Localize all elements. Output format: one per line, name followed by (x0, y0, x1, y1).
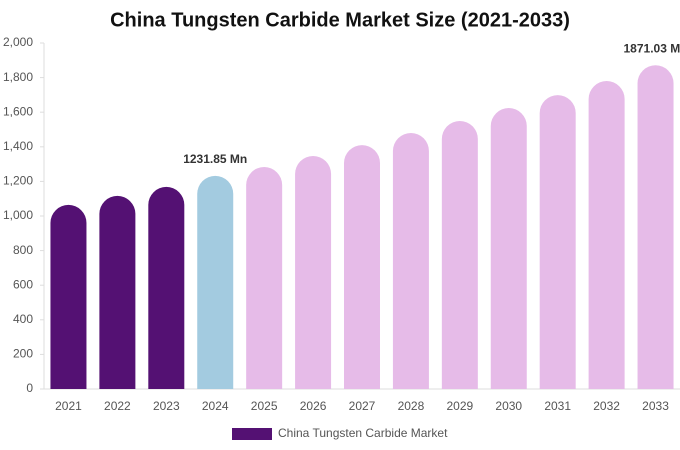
x-tick-label: 2025 (251, 399, 278, 413)
legend-label: China Tungsten Carbide Market (278, 426, 448, 440)
x-tick-label: 2021 (55, 399, 82, 413)
x-tick-label: 2028 (398, 399, 425, 413)
x-tick-label: 2029 (446, 399, 473, 413)
bar (295, 155, 332, 389)
x-tick-label: 2022 (104, 399, 131, 413)
x-tick-label: 2027 (349, 399, 376, 413)
x-tick-label: 2033 (642, 399, 669, 413)
y-tick-label: 1,800 (3, 70, 33, 84)
x-tick-label: 2024 (202, 399, 229, 413)
bar (50, 204, 87, 389)
x-tick-label: 2026 (300, 399, 327, 413)
y-tick-label: 1,200 (3, 174, 33, 188)
bar (246, 167, 283, 389)
bar (148, 186, 185, 389)
bar (344, 145, 380, 389)
bar (197, 175, 234, 389)
y-tick-label: 200 (13, 347, 33, 361)
y-tick-label: 0 (26, 381, 33, 395)
y-tick-label: 1,400 (3, 139, 33, 153)
legend-swatch (232, 428, 272, 440)
y-tick-label: 400 (13, 312, 33, 326)
y-tick-label: 600 (13, 277, 33, 291)
x-tick-label: 2031 (544, 399, 571, 413)
x-tick-label: 2030 (495, 399, 522, 413)
chart-title: China Tungsten Carbide Market Size (2021… (110, 9, 570, 31)
x-tick-label: 2023 (153, 399, 180, 413)
bar (99, 195, 136, 389)
y-tick-label: 1,600 (3, 104, 33, 118)
y-tick-label: 2,000 (3, 35, 33, 49)
bar (588, 81, 625, 389)
y-tick-label: 800 (13, 243, 33, 257)
bar (392, 132, 429, 389)
bar (539, 95, 576, 389)
bar (637, 65, 674, 389)
bar (490, 108, 527, 389)
data-label: 1871.03 Mn (624, 41, 680, 55)
x-tick-label: 2032 (593, 399, 620, 413)
y-tick-label: 1,000 (3, 208, 33, 222)
bar (441, 121, 478, 389)
data-label: 1231.85 Mn (183, 152, 247, 166)
